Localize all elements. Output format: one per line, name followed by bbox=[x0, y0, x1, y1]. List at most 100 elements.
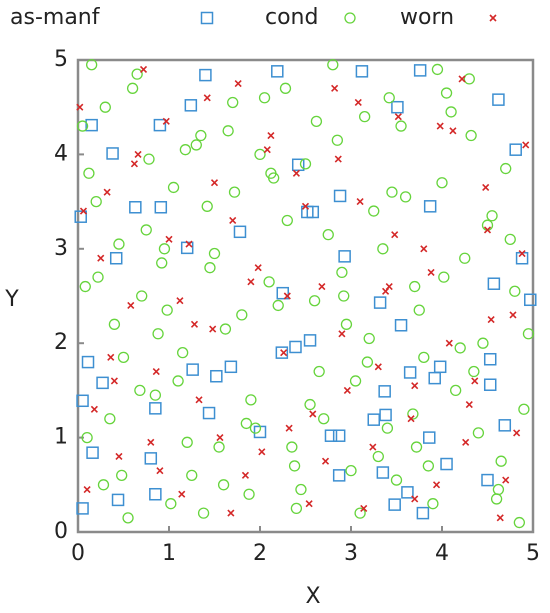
square-marker bbox=[153, 118, 167, 132]
x-marker bbox=[97, 254, 105, 262]
x-marker bbox=[227, 509, 235, 517]
circle-marker bbox=[81, 431, 93, 444]
square-marker bbox=[483, 378, 497, 391]
circle-marker bbox=[195, 129, 207, 142]
x-marker bbox=[280, 349, 288, 357]
square-marker bbox=[291, 158, 305, 172]
circle-marker bbox=[143, 153, 155, 165]
square-marker bbox=[111, 493, 125, 507]
circle-marker bbox=[477, 337, 489, 349]
circle-marker bbox=[454, 342, 466, 354]
x-marker bbox=[427, 268, 435, 276]
circle-marker bbox=[83, 167, 95, 179]
x-marker bbox=[258, 448, 266, 456]
square-marker bbox=[338, 250, 351, 263]
x-marker bbox=[513, 429, 521, 437]
x-marker bbox=[432, 481, 441, 489]
x-marker bbox=[103, 188, 111, 196]
circle-marker bbox=[104, 413, 116, 425]
x-marker bbox=[156, 467, 164, 475]
square-marker bbox=[184, 99, 198, 112]
square-marker bbox=[149, 402, 162, 415]
circle-marker bbox=[327, 59, 339, 71]
x-marker bbox=[411, 382, 419, 390]
circle-marker bbox=[286, 441, 298, 453]
x-marker bbox=[185, 240, 193, 248]
x-marker bbox=[465, 400, 473, 409]
x-tick-label: 1 bbox=[162, 541, 176, 566]
square-marker bbox=[509, 143, 522, 156]
circle-marker bbox=[368, 205, 380, 217]
circle-marker bbox=[500, 162, 512, 175]
circle-marker bbox=[438, 271, 450, 283]
x-marker bbox=[502, 476, 510, 484]
circle-marker bbox=[126, 82, 139, 94]
square-marker bbox=[483, 352, 497, 366]
x-marker bbox=[76, 103, 84, 111]
square-marker bbox=[109, 251, 123, 265]
circle-marker bbox=[318, 413, 330, 425]
square-marker bbox=[403, 366, 417, 379]
circle-marker bbox=[445, 106, 457, 118]
circle-marker bbox=[383, 92, 395, 104]
circle-marker bbox=[249, 422, 262, 434]
circle-marker bbox=[354, 507, 366, 519]
x-marker bbox=[190, 320, 199, 328]
circle-marker bbox=[299, 158, 312, 170]
y-tick-label: 3 bbox=[54, 236, 68, 261]
square-marker bbox=[303, 334, 317, 347]
square-marker bbox=[224, 360, 238, 374]
circle-marker bbox=[92, 271, 104, 283]
circle-marker bbox=[481, 219, 494, 231]
x-marker bbox=[334, 155, 342, 163]
square-marker bbox=[233, 225, 247, 239]
circle-marker bbox=[219, 323, 232, 335]
circle-marker bbox=[308, 295, 321, 307]
x-marker bbox=[90, 405, 98, 413]
plot-frame bbox=[76, 58, 535, 534]
circle-marker bbox=[509, 285, 521, 297]
x-marker bbox=[203, 94, 211, 102]
square-marker bbox=[355, 65, 369, 78]
x-marker bbox=[292, 169, 300, 177]
x-marker bbox=[360, 504, 368, 512]
x-marker bbox=[283, 292, 291, 300]
circle-marker bbox=[310, 115, 323, 128]
circle-marker bbox=[208, 247, 221, 260]
x-marker bbox=[83, 485, 91, 494]
x-marker bbox=[139, 65, 148, 74]
x-marker bbox=[391, 231, 399, 239]
x-marker bbox=[165, 235, 173, 243]
circle-marker bbox=[407, 408, 419, 420]
x-marker bbox=[462, 438, 470, 446]
circle-marker bbox=[281, 214, 293, 227]
square-marker bbox=[332, 469, 346, 482]
legend-marker bbox=[489, 14, 497, 22]
square-marker bbox=[306, 205, 320, 219]
square-marker bbox=[373, 296, 387, 309]
square-marker bbox=[416, 506, 430, 520]
square-marker bbox=[379, 408, 392, 422]
x-tick-label: 4 bbox=[435, 541, 449, 566]
circle-marker bbox=[513, 516, 525, 529]
circle-marker bbox=[322, 228, 334, 241]
circle-marker bbox=[108, 318, 121, 330]
circle-marker bbox=[463, 73, 475, 85]
circle-marker bbox=[265, 167, 277, 179]
x-marker bbox=[176, 297, 184, 305]
x-marker bbox=[130, 160, 138, 168]
circle-marker bbox=[465, 129, 477, 142]
y-tick-label: 2 bbox=[54, 330, 68, 355]
x-marker bbox=[110, 377, 118, 385]
circle-marker bbox=[345, 464, 357, 477]
circle-marker bbox=[172, 375, 184, 387]
circle-marker bbox=[472, 427, 485, 439]
y-tick-label: 0 bbox=[54, 519, 68, 544]
x-marker bbox=[152, 367, 160, 376]
circle-marker bbox=[79, 280, 91, 293]
legend-marker bbox=[200, 11, 214, 25]
square-marker bbox=[271, 65, 284, 78]
x-marker bbox=[134, 150, 142, 158]
circle-marker bbox=[427, 498, 439, 510]
